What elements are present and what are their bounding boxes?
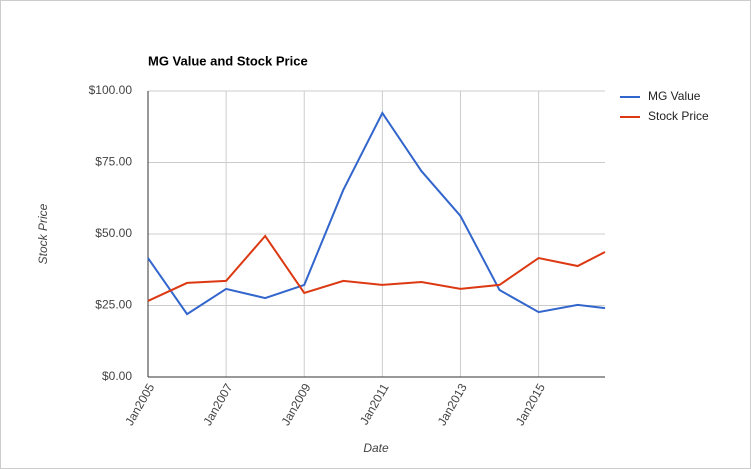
y-tick-label: $25.00 — [95, 298, 132, 312]
legend-label: MG Value — [648, 89, 701, 103]
y-tick-label: $0.00 — [102, 369, 132, 383]
y-tick-label: $50.00 — [95, 226, 132, 240]
chart-title: MG Value and Stock Price — [148, 53, 308, 68]
y-tick-label: $75.00 — [95, 155, 132, 169]
data-line — [147, 111, 606, 316]
y-axis-title: Stock Price — [36, 203, 50, 264]
x-axis-title: Date — [363, 441, 389, 455]
legend-label: Stock Price — [648, 109, 709, 123]
y-tick-label: $100.00 — [89, 83, 133, 97]
data-line — [147, 234, 606, 302]
